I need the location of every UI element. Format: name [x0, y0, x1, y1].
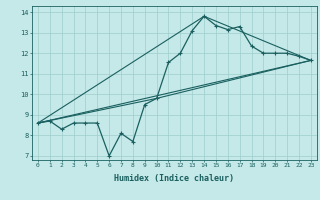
X-axis label: Humidex (Indice chaleur): Humidex (Indice chaleur) [115, 174, 234, 183]
